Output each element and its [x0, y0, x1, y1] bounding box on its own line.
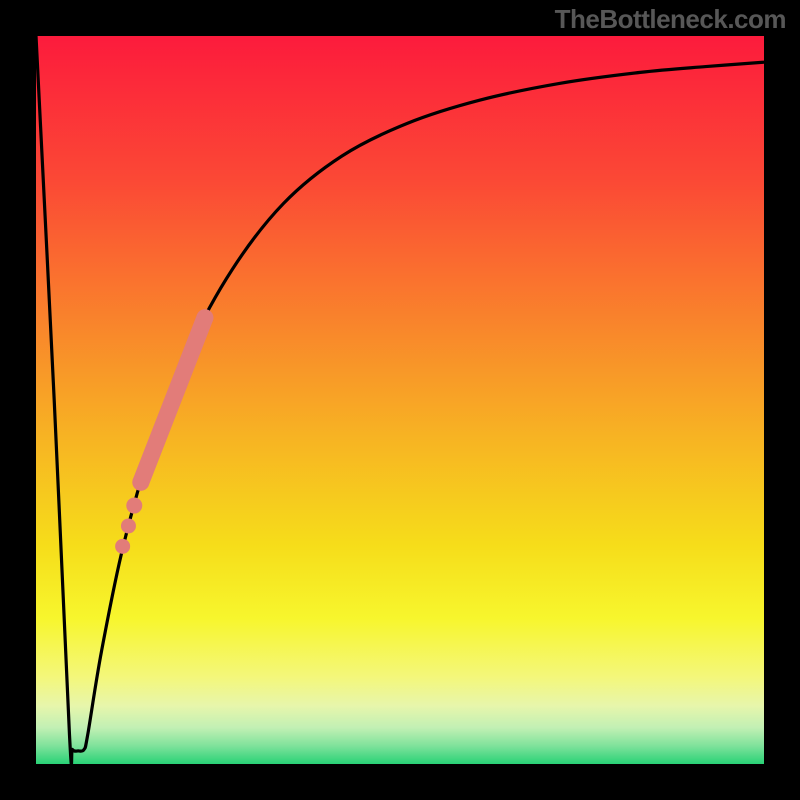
bottleneck-chart — [0, 0, 800, 800]
highlight-dot — [121, 518, 136, 533]
highlight-strip-cap — [132, 474, 149, 491]
watermark-text: TheBottleneck.com — [555, 4, 786, 35]
highlight-dot — [126, 498, 142, 514]
highlight-strip-cap — [196, 309, 213, 326]
gradient-background — [36, 36, 764, 764]
highlight-dot — [115, 539, 130, 554]
